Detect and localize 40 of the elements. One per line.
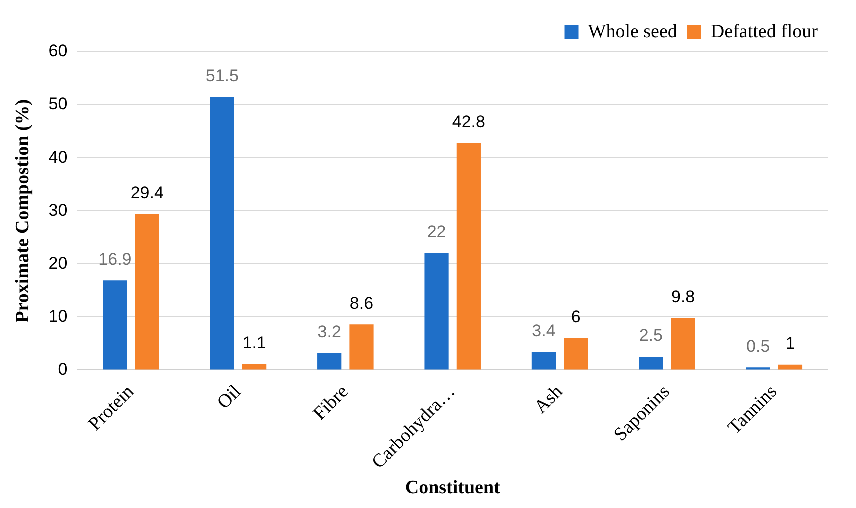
bar xyxy=(242,364,267,370)
data-label: 1 xyxy=(786,334,796,354)
data-label: 29.4 xyxy=(130,183,164,202)
bar xyxy=(424,254,449,370)
data-label: 51.5 xyxy=(206,66,239,86)
bar xyxy=(564,338,588,370)
y-tick-label: 60 xyxy=(48,42,68,61)
data-label: 42.8 xyxy=(452,112,486,132)
bar xyxy=(671,318,696,370)
y-tick-label: 50 xyxy=(48,94,68,114)
y-tick-label: 0 xyxy=(58,360,68,379)
y-axis-title: Proximate Compostion (%) xyxy=(12,99,34,323)
legend-label: Defatted flour xyxy=(710,21,819,42)
y-tick-label: 40 xyxy=(48,148,68,167)
bar xyxy=(456,143,481,370)
data-label: 2.5 xyxy=(639,326,663,346)
data-label: 16.9 xyxy=(98,250,132,269)
bar xyxy=(103,280,128,370)
bar xyxy=(318,353,342,370)
x-tick-label: Ash xyxy=(530,381,568,418)
data-label: 0.5 xyxy=(746,336,770,356)
data-label: 1.1 xyxy=(242,334,266,353)
data-label: 9.8 xyxy=(671,287,696,306)
y-tick-label: 30 xyxy=(48,200,68,220)
bar xyxy=(210,97,234,370)
data-label: 3.4 xyxy=(532,321,556,340)
data-label: 3.2 xyxy=(318,322,342,342)
x-axis-title: Constituent xyxy=(405,478,502,499)
data-label: 8.6 xyxy=(350,294,374,313)
x-tick-label: Oil xyxy=(214,381,246,414)
bar xyxy=(639,356,664,370)
bar xyxy=(135,214,160,370)
data-label: 22 xyxy=(427,222,446,242)
data-label: 6 xyxy=(571,308,581,327)
bar xyxy=(350,324,374,370)
bar xyxy=(532,352,556,370)
y-tick-label: 10 xyxy=(48,306,68,326)
legend-label: Whole seed xyxy=(588,21,678,42)
y-tick-label: 20 xyxy=(48,254,68,273)
bar xyxy=(778,364,803,370)
